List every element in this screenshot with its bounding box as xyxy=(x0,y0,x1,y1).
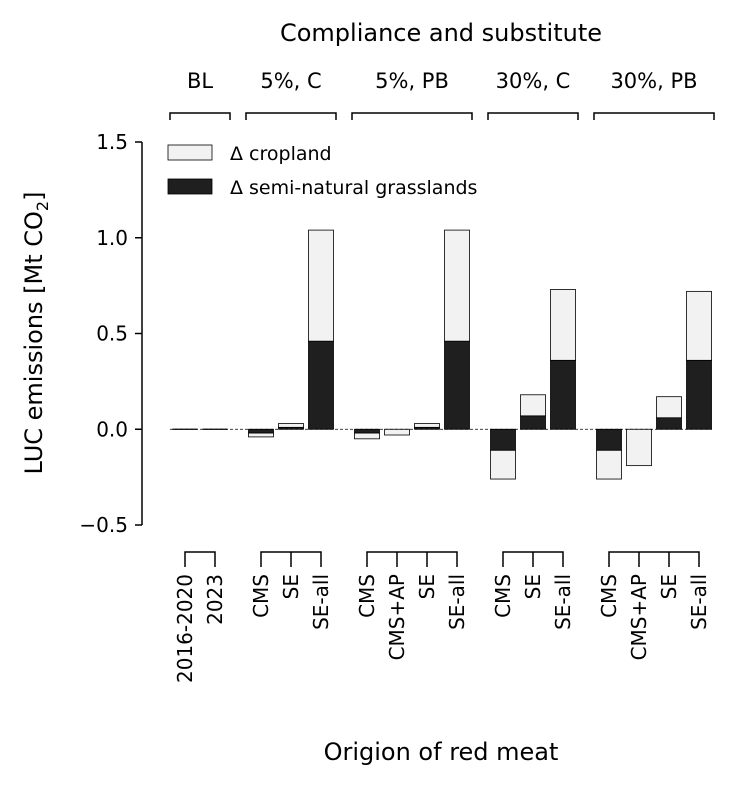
plot-area xyxy=(172,229,712,480)
bar-cropland xyxy=(626,428,652,467)
bar-grassland xyxy=(520,415,546,430)
x-tick-label: SE xyxy=(521,574,545,599)
group-label: 5%, C xyxy=(260,69,321,93)
x-tick-label: CMS+AP xyxy=(385,574,409,660)
x-tick-label: CMS xyxy=(355,574,379,618)
bar-grassland xyxy=(596,428,622,451)
x-tick-label: CMS xyxy=(491,574,515,618)
x-tick-label: SE xyxy=(415,574,439,599)
bar-cropland xyxy=(384,428,410,436)
bar-cropland xyxy=(520,394,546,417)
bar-cropland xyxy=(490,449,516,480)
bar-cropland xyxy=(596,449,622,480)
group-bracket-top xyxy=(593,112,715,120)
bar-grassland xyxy=(248,428,274,434)
y-axis: −0.5 0.0 0.5 1.0 1.5 xyxy=(79,130,143,537)
y-tick-label: 0.0 xyxy=(96,417,128,441)
y-tick-label: −0.5 xyxy=(79,513,128,537)
chart-title: Compliance and substitute xyxy=(280,19,602,47)
group-bracket-top xyxy=(245,112,337,120)
group-bracket-top xyxy=(487,112,579,120)
bar-cropland xyxy=(278,423,304,428)
group-bracket-bottom xyxy=(608,551,700,567)
x-tick-label: SE-all xyxy=(309,574,333,630)
group-labels: BL 5%, C 5%, PB 30%, C 30%, PB xyxy=(169,69,715,120)
y-axis-label-main: LUC emissions [Mt CO xyxy=(20,211,48,474)
x-axis: 2016-2020 2023 CMS SE SE-all CMS CMS+AP SE SE-al… xyxy=(173,551,711,683)
group-bracket-bottom xyxy=(184,551,216,567)
y-axis-label-sub: 2 xyxy=(33,201,52,211)
x-tick-label: SE-all xyxy=(551,574,575,630)
bar-grassland xyxy=(686,359,712,430)
legend: Δ cropland Δ semi-natural grasslands xyxy=(167,143,477,199)
group-label: 30%, C xyxy=(496,69,571,93)
bar-grassland xyxy=(308,340,334,430)
group-label: 5%, PB xyxy=(375,69,449,93)
x-tick-label: 2016-2020 xyxy=(173,574,197,683)
x-tick-label: SE-all xyxy=(445,574,469,630)
x-tick-label: CMS xyxy=(249,574,273,618)
x-tick-label: SE-all xyxy=(687,574,711,630)
x-tick-label: CMS+AP xyxy=(627,574,651,660)
bar-cropland xyxy=(248,432,274,438)
group-label: BL xyxy=(187,69,213,93)
group-label: 30%, PB xyxy=(610,69,697,93)
x-tick-label: 2023 xyxy=(203,574,227,625)
bar-grassland xyxy=(444,340,470,430)
group-bracket-bottom xyxy=(366,551,458,567)
bar-grassland xyxy=(550,359,576,430)
y-tick-label: 1.0 xyxy=(96,226,128,250)
bar-grassland xyxy=(354,428,380,434)
bar-cropland xyxy=(444,229,470,342)
x-axis-label: Origion of red meat xyxy=(324,738,559,766)
bar-cropland xyxy=(686,290,712,361)
y-axis-label-close: ] xyxy=(20,192,48,201)
y-tick-label: 1.5 xyxy=(96,130,128,154)
x-tick-label: SE xyxy=(657,574,681,599)
bar-cropland xyxy=(656,396,682,419)
bar-grassland xyxy=(490,428,516,451)
x-tick-label: SE xyxy=(279,574,303,599)
legend-label: Δ cropland xyxy=(230,143,332,165)
group-bracket-top xyxy=(351,112,473,120)
legend-label: Δ semi-natural grasslands xyxy=(230,177,477,199)
bar-cropland xyxy=(550,289,576,361)
legend-swatch xyxy=(167,144,213,161)
bar-cropland xyxy=(308,229,334,342)
bar-cropland xyxy=(414,423,440,428)
legend-swatch xyxy=(167,178,213,195)
y-tick-label: 0.5 xyxy=(96,322,128,346)
bar-cropland xyxy=(354,432,380,440)
y-axis-label: LUC emissions [Mt CO2] xyxy=(20,192,52,475)
x-tick-label: CMS xyxy=(597,574,621,618)
group-bracket-top xyxy=(169,112,231,120)
bar-grassland xyxy=(656,417,682,430)
